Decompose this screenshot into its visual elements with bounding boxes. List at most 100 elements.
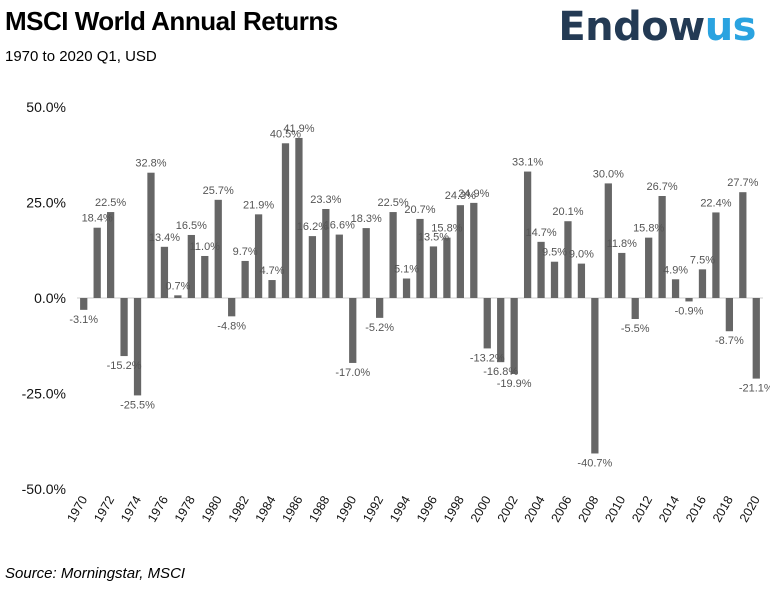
data-label-1973: -15.2% (107, 360, 142, 372)
bar-2000 (483, 298, 491, 349)
x-tick-label: 1992 (360, 493, 386, 524)
bar-1989 (335, 234, 343, 298)
x-tick-label: 1972 (91, 493, 117, 524)
x-tick-label: 1988 (306, 493, 332, 524)
data-label-1986: 41.9% (283, 123, 314, 135)
data-label-1982: 9.7% (233, 246, 258, 258)
chart-subtitle: 1970 to 2020 Q1, USD (5, 48, 157, 65)
bars-group (80, 137, 760, 454)
data-label-1971: 18.4% (82, 213, 113, 225)
x-tick-label: 1982 (226, 493, 252, 524)
data-label-1976: 13.4% (149, 232, 180, 244)
bar-1987 (308, 236, 317, 298)
data-label-1990: -17.0% (335, 367, 370, 379)
data-label-2006: 20.1% (552, 206, 583, 218)
data-label-1992: -5.2% (365, 322, 394, 334)
data-label-1980: 25.7% (203, 185, 234, 197)
data-label-1981: -4.8% (217, 320, 246, 332)
data-label-1997: 15.8% (431, 223, 462, 235)
bar-2003 (523, 171, 532, 298)
x-tick-label: 1990 (333, 493, 359, 524)
bar-1976 (160, 246, 169, 298)
bar-1982 (241, 260, 249, 298)
bar-2006 (564, 221, 572, 298)
bar-2008 (591, 298, 599, 454)
bar-2009 (604, 183, 612, 298)
data-label-2007: 9.0% (569, 249, 594, 261)
data-label-1975: 32.8% (135, 158, 166, 170)
bar-2014 (671, 279, 680, 298)
bar-1984 (268, 280, 276, 298)
bar-1971 (93, 227, 101, 298)
bar-2016 (698, 269, 707, 298)
x-tick-label: 2002 (495, 493, 521, 524)
data-label-1994: 5.1% (394, 264, 419, 276)
bar-2011 (631, 298, 639, 320)
data-label-2002: -19.9% (497, 378, 532, 390)
data-label-1983: 21.9% (243, 199, 274, 211)
bar-1974 (133, 298, 142, 396)
logo-text-dark: Endow (558, 4, 705, 50)
bar-1985 (281, 143, 290, 298)
data-label-1972: 22.5% (95, 197, 126, 209)
bar-1991 (362, 228, 370, 298)
data-label-1985: 40.5% (270, 128, 301, 140)
data-label-2004: 14.7% (525, 227, 556, 239)
data-label-1989: 16.6% (324, 220, 355, 232)
x-tick-label: 1998 (441, 493, 467, 524)
data-label-1988: 23.3% (310, 194, 341, 206)
bar-2019 (739, 192, 747, 298)
bar-1998 (456, 205, 464, 298)
x-tick-label: 2014 (656, 493, 682, 524)
endowus-logo: Endowus (558, 4, 756, 50)
x-tick-label: 1996 (414, 493, 440, 524)
bar-1992 (376, 298, 384, 318)
bar-2002 (510, 298, 518, 375)
x-tick-label: 2020 (737, 493, 763, 524)
bar-1973 (120, 298, 128, 357)
y-axis: 50.0% 25.0% 0.0% -25.0% -50.0% (22, 99, 66, 497)
x-tick-label: 1980 (199, 493, 225, 524)
data-label-2000: -13.2% (470, 352, 505, 364)
bar-2010 (618, 252, 626, 298)
x-axis: 1970 1972 1974 1976 1978 1980 1982 1984 1986 1988… (64, 493, 763, 524)
bar-1979 (201, 255, 209, 298)
source-note: Source: Morningstar, MSCI (5, 565, 186, 582)
data-label-1970: -3.1% (69, 314, 98, 326)
data-label-2009: 30.0% (593, 168, 624, 180)
data-label-1978: 16.5% (176, 220, 207, 232)
bar-1988 (322, 208, 330, 298)
data-label-2011: -5.5% (621, 323, 650, 335)
x-tick-label: 1978 (172, 493, 198, 524)
bar-1990 (349, 298, 357, 363)
data-label-1987: 16.2% (297, 221, 328, 233)
data-label-2001: -16.8% (483, 366, 518, 378)
data-label-1993: 22.5% (377, 197, 408, 209)
data-label-2005: 9.5% (542, 247, 567, 259)
data-label-1984: 4.7% (260, 265, 285, 277)
bar-2018 (725, 298, 734, 332)
x-tick-label: 2010 (602, 493, 628, 524)
x-tick-label: 2016 (683, 493, 709, 524)
data-label-2010: 11.8% (607, 238, 638, 250)
x-tick-label: 1986 (280, 493, 306, 524)
x-tick-label: 1984 (253, 493, 279, 524)
bar-1995 (416, 218, 424, 298)
data-label-2014: 4.9% (663, 264, 688, 276)
data-label-2008: -40.7% (577, 457, 612, 469)
data-label-2016: 7.5% (690, 254, 715, 266)
x-tick-label: 2012 (629, 493, 655, 524)
bar-2017 (712, 212, 720, 298)
x-tick-label: 2006 (549, 493, 575, 524)
x-tick-label: 1970 (64, 493, 90, 524)
data-label-1991: 18.3% (351, 213, 382, 225)
logo-text-accent: us (704, 4, 757, 50)
x-tick-label: 2000 (468, 493, 494, 524)
bar-1997 (443, 237, 451, 298)
data-label-2019: 27.7% (727, 177, 758, 189)
bar-1970 (80, 298, 88, 310)
data-label-1998: 24.3% (445, 190, 476, 202)
bar-1986 (295, 137, 303, 298)
bar-2007 (577, 263, 586, 298)
